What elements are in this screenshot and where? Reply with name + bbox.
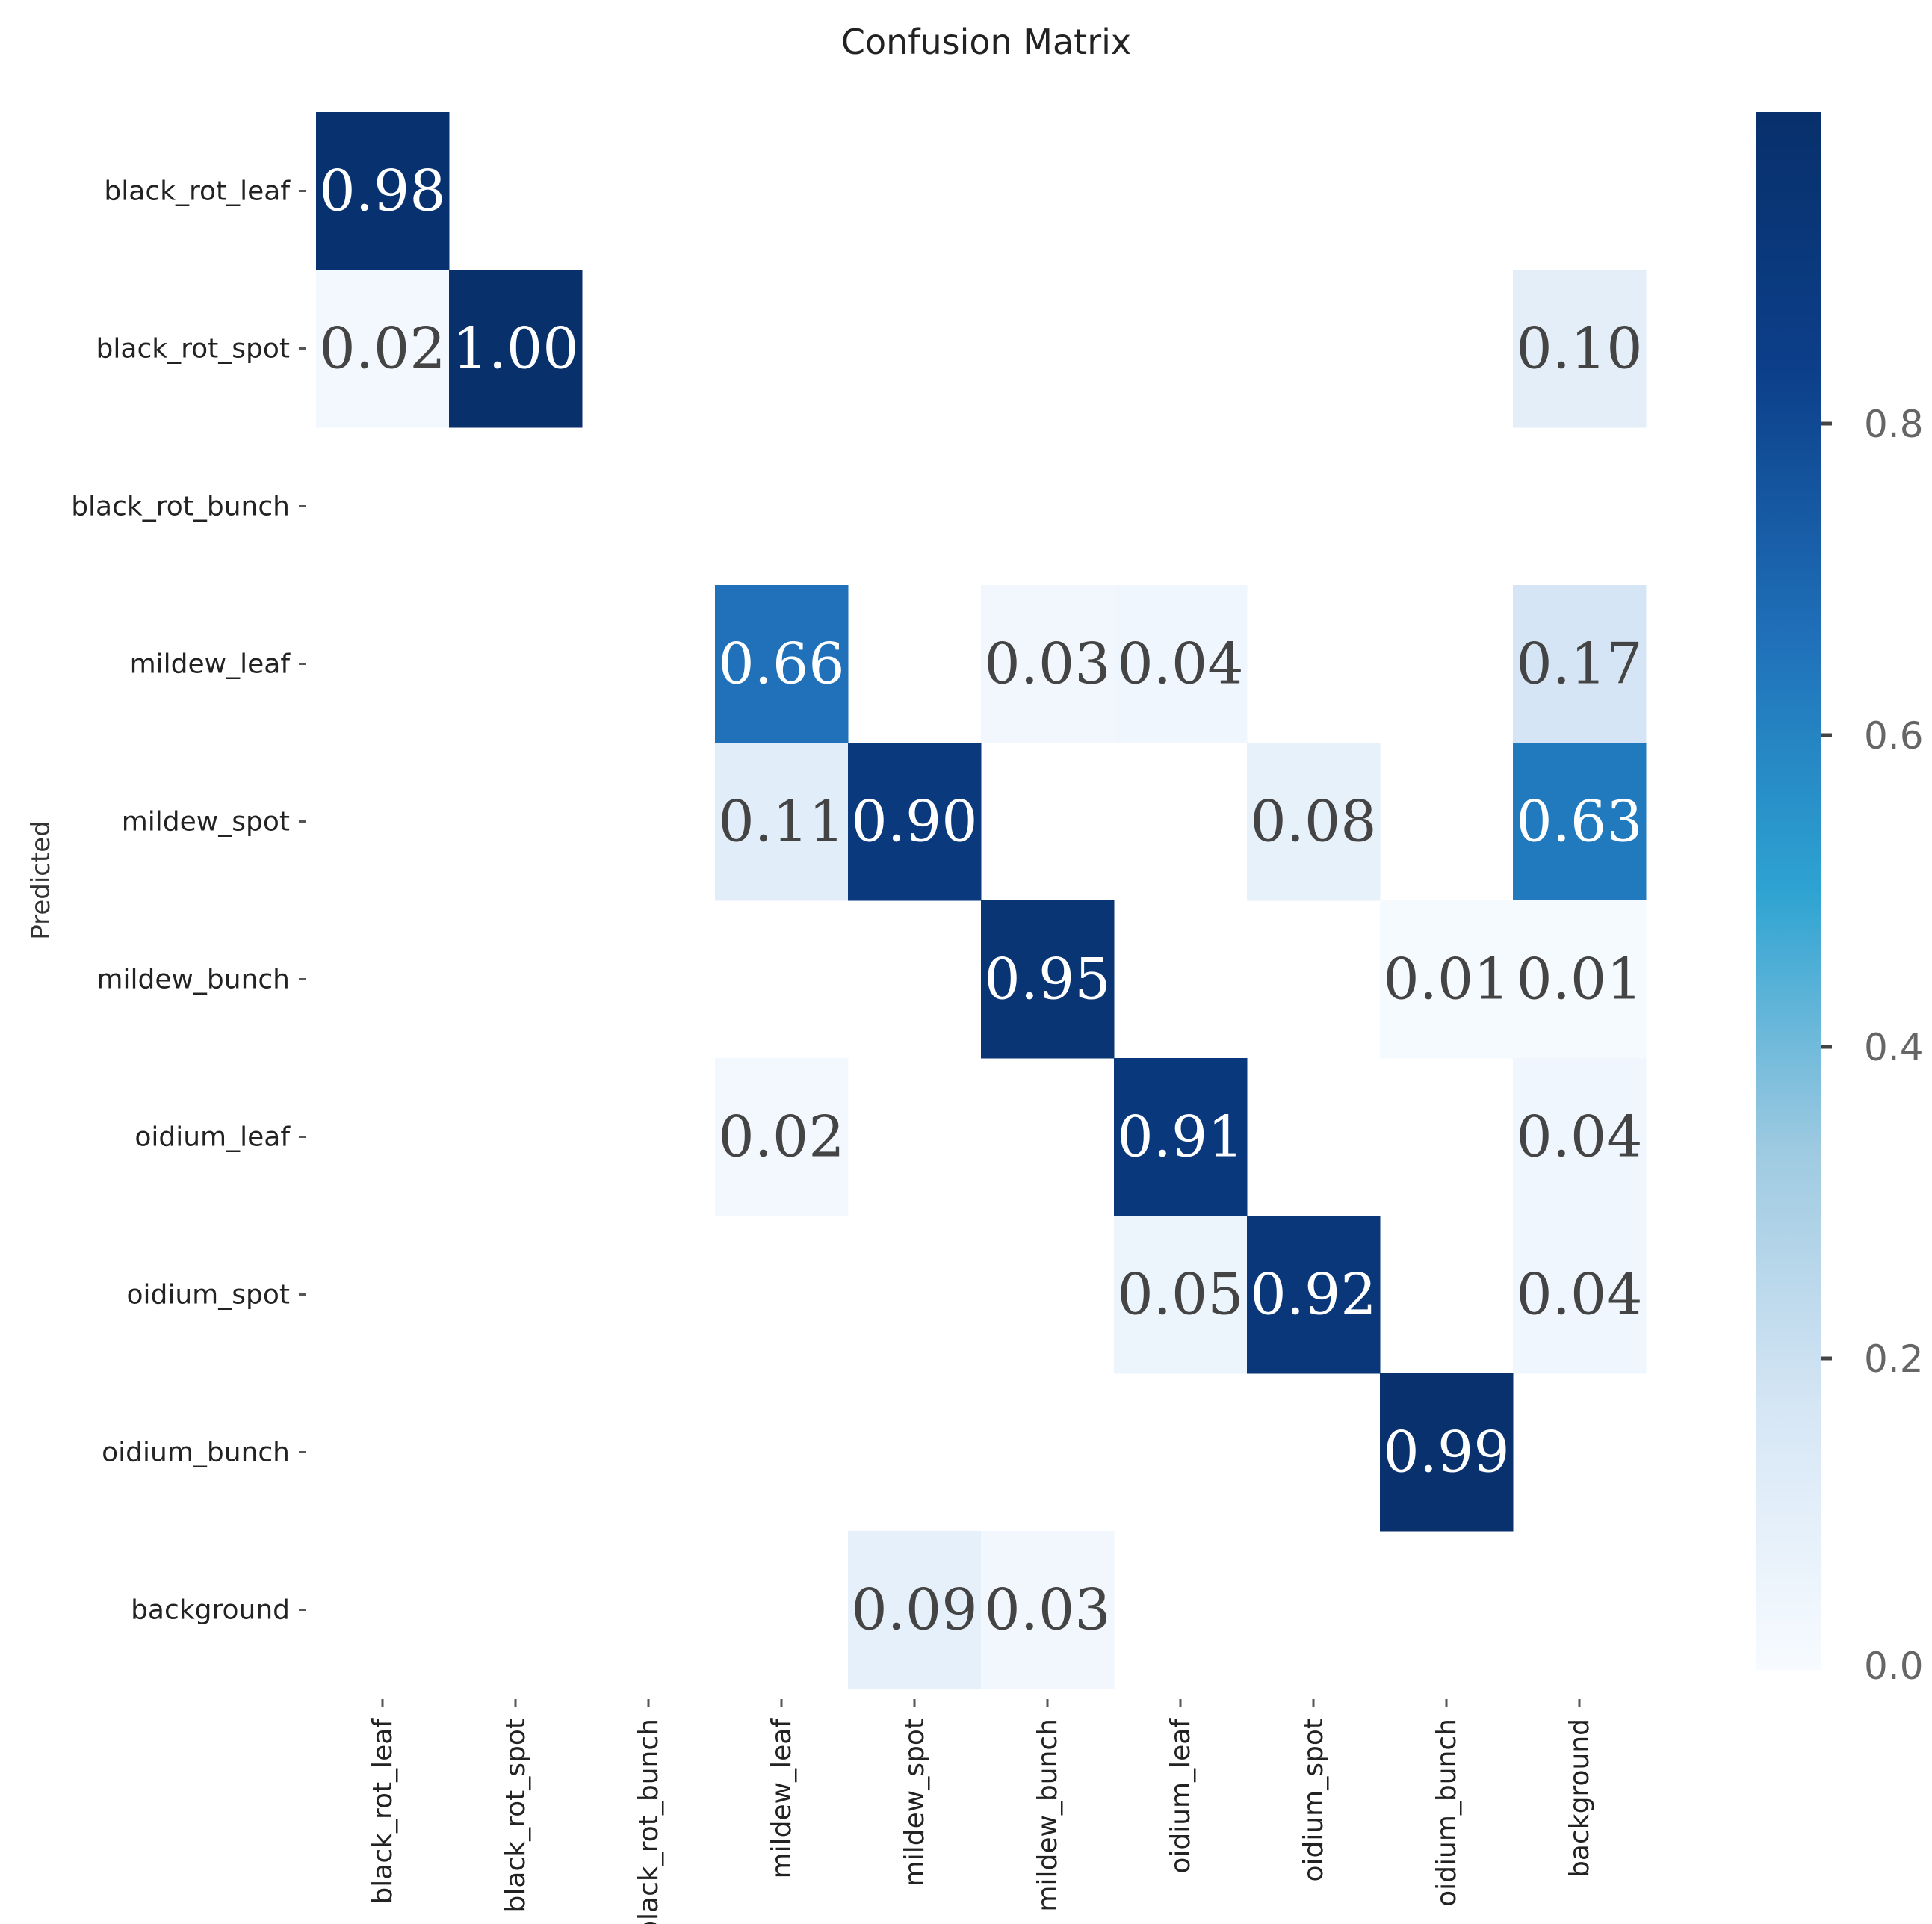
column-tick-label: oidium_spot [1298,1719,1329,1882]
heatmap-cell [1247,1216,1381,1374]
heatmap-cell [981,585,1115,743]
colorbar-ticks: 0.0 0.2 0.4 0.6 0.8 [1821,403,1924,1688]
column-tick-label: oidium_bunch [1431,1719,1462,1907]
colorbar-tick-label: 0.4 [1864,1026,1924,1069]
y-axis-label: Predicted [26,820,56,940]
row-tick-label: black_rot_spot [96,334,290,365]
cell-value-label: 0.03 [984,631,1110,697]
cell-value-label: 0.10 [1516,315,1642,382]
row-tick-label: mildew_bunch [96,965,290,995]
heatmap-cell [1513,743,1647,901]
heatmap-cell [1513,1058,1647,1216]
heatmap-cell [449,270,583,428]
column-tick-label: black_rot_bunch [634,1719,664,1924]
cell-value-label: 0.04 [1117,631,1243,697]
row-tick-label: oidium_bunch [102,1438,290,1468]
colorbar-tick-label: 0.6 [1864,714,1924,758]
cell-value-label: 0.02 [718,1104,844,1170]
column-tick-label: black_rot_spot [501,1719,531,1912]
chart-title: Confusion Matrix [841,22,1131,62]
cell-value-label: 0.91 [1117,1104,1243,1170]
row-tick-labels: black_rot_leaf black_rot_spot black_rot_bu… [71,176,306,1626]
cell-value-label: 0.11 [718,788,844,855]
heatmap-cell [316,270,450,428]
heatmap-cell [715,743,849,901]
cell-value-label: 0.99 [1383,1419,1509,1485]
heatmap-cell [1247,743,1381,901]
cell-value-label: 0.95 [984,946,1110,1012]
cell-value-label: 0.04 [1516,1104,1642,1170]
cell-value-label: 0.01 [1516,946,1642,1012]
colorbar-tick-label: 0.0 [1864,1645,1924,1688]
cell-value-label: 0.05 [1117,1261,1243,1328]
heatmap-cell [981,900,1115,1059]
heatmap-cell [848,743,982,901]
heatmap-cell [1513,1216,1647,1374]
cell-value-label: 0.92 [1250,1261,1376,1328]
heatmap-cell [1380,1373,1514,1532]
column-tick-label: mildew_bunch [1032,1719,1063,1912]
row-tick-label: oidium_spot [126,1280,290,1311]
cell-value-label: 0.09 [851,1577,977,1643]
cell-value-label: 0.03 [984,1577,1110,1643]
row-tick-label: black_rot_bunch [71,492,290,522]
row-tick-label: background [131,1595,290,1626]
heatmap-cell [848,1531,982,1689]
cell-value-label: 0.08 [1250,788,1376,855]
cell-value-label: 1.00 [452,315,578,382]
colorbar-tick-label: 0.2 [1864,1337,1924,1381]
heatmap-cell-labels: 0.980.02 1.00 0.100.66 0.03 0.04 0.170.11 0.90… [319,158,1642,1643]
row-tick-label: black_rot_leaf [104,176,291,207]
column-tick-labels: black_rot_leaf black_rot_spot black_rot_bu… [368,1699,1595,1924]
heatmap-cell [316,112,450,270]
column-tick-label: black_rot_leaf [368,1718,398,1905]
cell-value-label: 0.98 [319,158,445,224]
heatmap-cell [715,1058,849,1216]
column-tick-label: oidium_leaf [1165,1718,1196,1874]
cell-value-label: 0.63 [1516,788,1642,855]
column-tick-label: background [1564,1719,1595,1878]
cell-value-label: 0.02 [319,315,445,382]
cell-value-label: 0.04 [1516,1261,1642,1328]
colorbar-tick-label: 0.8 [1864,403,1924,446]
column-tick-label: mildew_spot [900,1719,930,1887]
heatmap-cell [1114,1058,1248,1216]
heatmap-cell [1513,900,1647,1059]
column-tick-label: mildew_leaf [767,1718,797,1879]
cell-value-label: 0.17 [1516,631,1642,697]
heatmap-cell [1513,270,1647,428]
cell-value-label: 0.66 [718,631,844,697]
cell-value-label: 0.01 [1383,946,1509,1012]
row-tick-label: oidium_leaf [134,1122,291,1153]
heatmap-cell [1513,585,1647,743]
heatmap-cell [715,585,849,743]
colorbar [1756,112,1821,1670]
row-tick-label: mildew_spot [122,807,290,838]
row-tick-label: mildew_leaf [130,649,291,680]
heatmap-cell [1114,1216,1248,1374]
heatmap-cell [1114,585,1248,743]
cell-value-label: 0.90 [851,788,977,855]
heatmap-cells [316,112,1647,1689]
heatmap-cell [1380,900,1514,1059]
heatmap-cell [981,1531,1115,1689]
